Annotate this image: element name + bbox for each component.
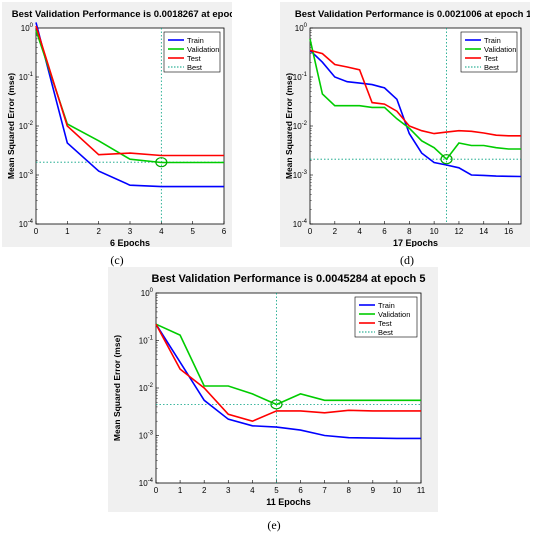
x-tick-label: 4 [159,227,164,236]
x-tick-label: 2 [96,227,101,236]
x-tick-label: 2 [202,486,207,495]
chart-svg-d: Best Validation Performance is 0.0021006… [284,9,530,247]
x-tick-label: 6 [382,227,387,236]
legend-label-train: Train [378,301,395,310]
x-tick-label: 8 [407,227,412,236]
x-tick-label: 6 [298,486,303,495]
y-tick-label: 10-4 [139,478,154,488]
x-tick-label: 10 [392,486,401,495]
x-tick-label: 9 [371,486,376,495]
best-point-marker [270,399,283,410]
x-tick-label: 7 [322,486,327,495]
chart-title: Best Validation Performance is 0.0045284… [152,273,426,285]
y-tick-label: 10-4 [293,219,308,229]
x-tick-label: 5 [274,486,279,495]
x-tick-label: 14 [479,227,488,236]
legend-label-test: Test [187,54,202,63]
y-axis-label: Mean Squared Error (mse) [112,335,122,441]
x-tick-label: 2 [333,227,338,236]
legend-label-train: Train [484,36,501,45]
y-tick-label: 10-2 [139,383,154,393]
y-tick-label: 10-3 [19,170,34,180]
x-tick-label: 8 [347,486,352,495]
y-axis-label: Mean Squared Error (mse) [6,73,16,179]
x-tick-label: 1 [65,227,70,236]
legend-label-validation: Validation [378,310,410,319]
y-tick-label: 10-1 [293,72,308,82]
x-tick-label: 11 [417,486,426,495]
x-axis-label: 6 Epochs [110,238,150,247]
series-line-test [309,49,521,137]
x-axis-label: 11 Epochs [266,497,311,507]
x-tick-label: 0 [308,227,313,236]
series-line-train [309,49,522,178]
x-tick-label: 1 [178,486,183,495]
chart-panel-e: Best Validation Performance is 0.0045284… [108,267,438,512]
x-tick-label: 6 [222,227,227,236]
x-tick-label: 0 [154,486,159,495]
panel-label-c: (c) [110,253,124,267]
y-tick-label: 100 [21,23,34,33]
y-tick-label: 10-3 [139,431,154,441]
x-tick-label: 12 [454,227,463,236]
x-tick-label: 0 [34,227,39,236]
series-line-test [35,25,224,157]
chart-panel-d: Best Validation Performance is 0.0021006… [280,2,530,247]
chart-title: Best Validation Performance is 0.0021006… [295,9,530,20]
chart-title: Best Validation Performance is 0.0018267… [12,9,232,20]
x-tick-label: 4 [357,227,362,236]
series-line-validation [155,323,421,406]
legend-label-validation: Validation [187,45,219,54]
best-point-marker [440,154,453,165]
chart-panel-c: Best Validation Performance is 0.0018267… [2,2,232,247]
x-tick-label: 5 [190,227,195,236]
series-line-train [155,323,421,440]
y-tick-label: 100 [295,23,308,33]
panel-label-e: (e) [267,518,281,532]
series-line-train [35,22,224,188]
series-line-validation [309,38,521,161]
legend-label-validation: Validation [484,45,516,54]
legend-label-train: Train [187,36,204,45]
best-point-marker [155,157,168,168]
x-tick-label: 3 [226,486,231,495]
y-tick-label: 10-1 [139,336,154,346]
chart-svg-c: Best Validation Performance is 0.0018267… [6,9,232,247]
y-tick-label: 100 [141,288,154,298]
x-tick-label: 4 [250,486,255,495]
legend-box [354,296,418,338]
legend-label-best: Best [378,328,394,337]
legend-label-best: Best [187,63,203,72]
x-tick-label: 16 [504,227,513,236]
y-tick-label: 10-1 [19,72,34,82]
x-axis-label: 17 Epochs [393,238,438,247]
panel-label-d: (d) [400,253,414,267]
y-tick-label: 10-4 [19,219,34,229]
chart-svg-e: Best Validation Performance is 0.0045284… [112,273,426,507]
x-tick-label: 3 [128,227,133,236]
y-tick-label: 10-3 [293,170,308,180]
y-tick-label: 10-2 [19,121,34,131]
series-line-test [155,323,421,423]
legend-label-test: Test [484,54,499,63]
legend-label-best: Best [484,63,500,72]
y-axis-label: Mean Squared Error (mse) [284,73,294,179]
legend-box [163,31,221,73]
x-tick-label: 10 [430,227,439,236]
y-tick-label: 10-2 [293,121,308,131]
legend-label-test: Test [378,319,393,328]
legend-box [460,31,518,73]
